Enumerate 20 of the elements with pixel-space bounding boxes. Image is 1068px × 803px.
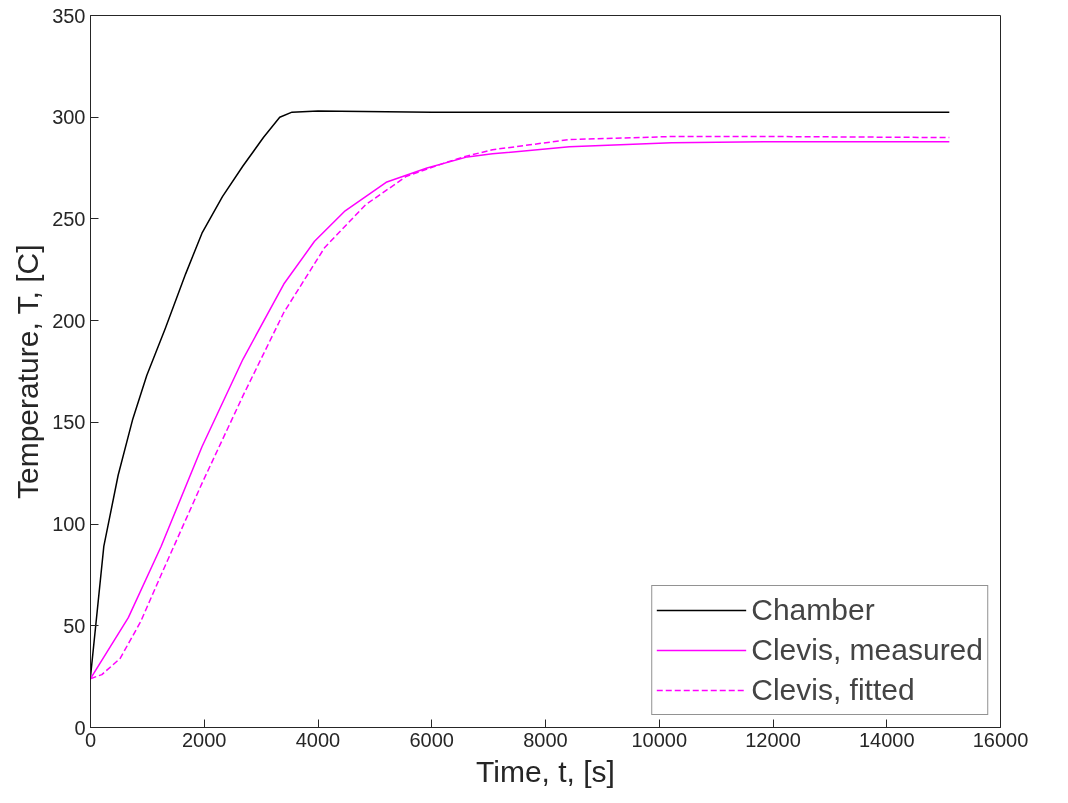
x-axis-title: Time, t, [s] (476, 754, 615, 788)
y-tick-label: 200 (52, 309, 86, 332)
y-axis-title: Temperature, T, [C] (11, 244, 45, 500)
y-tick-label: 100 (52, 513, 86, 536)
x-tick-label: 4000 (295, 728, 341, 751)
y-tick-label: 150 (52, 411, 86, 434)
y-tick-label: 350 (52, 4, 86, 27)
y-tick-label: 250 (52, 207, 86, 230)
x-tick-label: 6000 (409, 728, 454, 751)
x-tick-label: 8000 (523, 728, 568, 751)
x-tick-label: 10000 (631, 728, 688, 751)
y-tick-label: 50 (63, 614, 86, 637)
legend-label: Chamber (751, 592, 875, 628)
x-tick-label: 2000 (182, 728, 227, 751)
y-tick-label: 300 (52, 106, 86, 129)
x-tick-label: 16000 (972, 728, 1029, 751)
legend-label: Clevis, measured (751, 632, 983, 668)
legend-label: Clevis, fitted (751, 672, 915, 708)
x-tick-label: 12000 (745, 728, 801, 751)
x-tick-label: 14000 (858, 728, 915, 751)
